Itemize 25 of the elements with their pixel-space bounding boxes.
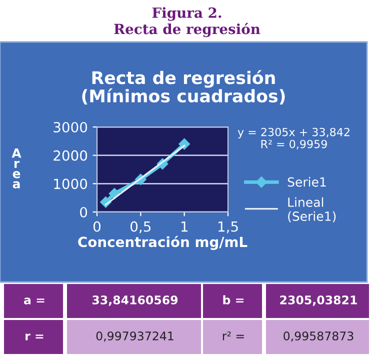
y-tick-label: 0: [80, 206, 88, 218]
legend-label: Serie1: [288, 177, 326, 187]
legend-label: Lineal (Serie1): [288, 197, 336, 222]
text: Recta de regresión: [114, 22, 260, 38]
text: 0,997937241: [96, 331, 174, 342]
x-tick-label: 1,5: [218, 221, 238, 234]
text: 33,84160569: [92, 295, 178, 306]
x-tick-label: 0,5: [130, 221, 150, 234]
text: a =: [24, 298, 44, 304]
y-axis-title: Area: [12, 148, 22, 188]
x-axis-title: Concentración mg/mL: [78, 236, 248, 250]
text: b =: [223, 295, 244, 304]
text: r =: [26, 334, 44, 340]
text: 2305,03821: [280, 295, 357, 306]
y-tick-label: 1000: [54, 178, 88, 190]
text: r² =: [222, 331, 244, 340]
x-tick-label: 1: [181, 221, 188, 232]
y-tick-label: 2000: [54, 150, 88, 161]
y-tick-label: 3000: [54, 122, 88, 132]
text: y = 2305x + 33,842: [238, 128, 350, 138]
text: Figura 2.: [152, 7, 222, 21]
x-tick-label: 0: [93, 221, 100, 232]
text: R² = 0,9959: [261, 140, 327, 150]
text: 0,99587873: [284, 331, 354, 342]
chart-title: Recta de regresión (Mínimos cuadrados): [82, 70, 285, 105]
